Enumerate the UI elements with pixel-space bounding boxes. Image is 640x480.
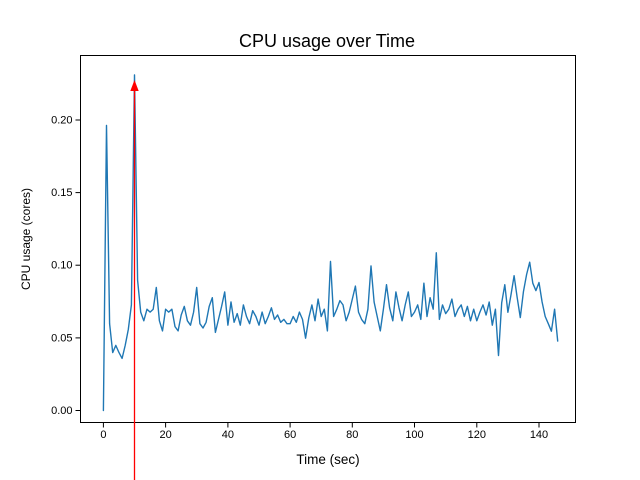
svg-text:140: 140	[530, 429, 548, 441]
svg-text:60: 60	[284, 429, 296, 441]
svg-text:20: 20	[159, 429, 171, 441]
svg-text:0.05: 0.05	[51, 332, 72, 344]
svg-text:80: 80	[346, 429, 358, 441]
svg-text:0.00: 0.00	[51, 405, 72, 417]
svg-text:0.15: 0.15	[51, 187, 72, 199]
svg-text:0: 0	[100, 429, 106, 441]
svg-text:120: 120	[468, 429, 486, 441]
svg-text:100: 100	[405, 429, 423, 441]
svg-text:0.20: 0.20	[51, 115, 72, 127]
svg-text:40: 40	[222, 429, 234, 441]
svg-text:CPU usage over Time: CPU usage over Time	[239, 31, 415, 51]
svg-text:Time (sec): Time (sec)	[296, 452, 359, 467]
svg-text:0.10: 0.10	[51, 260, 72, 272]
svg-text:CPU usage (cores): CPU usage (cores)	[19, 188, 33, 290]
